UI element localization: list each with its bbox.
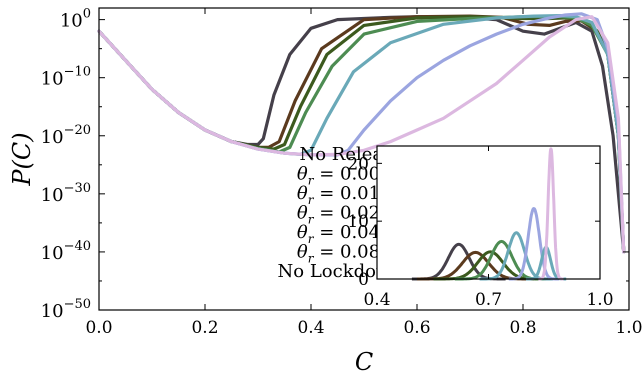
y-tick-label: 10−20 xyxy=(41,123,91,148)
y-tick-label: 10−30 xyxy=(41,181,91,206)
y-tick-label: 10−10 xyxy=(41,65,91,90)
y-tick-label: 100 xyxy=(60,7,91,32)
series-line-7 xyxy=(97,15,626,254)
x-tick-label: 0.2 xyxy=(191,318,218,338)
x-tick-label: 0.0 xyxy=(85,318,112,338)
x-axis-label: C xyxy=(355,348,373,376)
inset-y-tick-label: 20 xyxy=(347,154,369,174)
inset-chart: 0.4 0.7 1.0 0 10 20 xyxy=(347,145,614,310)
inset-y-tick-label: 10 xyxy=(347,212,369,232)
inset-series-line-8 xyxy=(537,147,565,281)
inset-x-tick-label: 1.0 xyxy=(586,290,613,310)
x-tick-label: 0.6 xyxy=(403,318,430,338)
inset-series-line-6 xyxy=(507,207,560,281)
y-tick-label: 10−40 xyxy=(41,239,91,264)
legend-label: No Lockdown xyxy=(278,261,404,282)
main-x-ticks: 0.0 0.2 0.4 0.6 0.8 1.0 xyxy=(85,8,642,338)
inset-y-tick-label: 0 xyxy=(358,270,369,290)
y-tick-label: 10−50 xyxy=(41,297,91,322)
inset-x-tick-label: 0.4 xyxy=(363,290,390,310)
inset-x-tick-label: 0.7 xyxy=(475,290,502,310)
main-curves xyxy=(97,12,626,254)
x-tick-label: 0.8 xyxy=(509,318,536,338)
inset-background xyxy=(377,146,600,279)
main-plot-frame xyxy=(98,7,630,311)
inset-x-ticks: 0.4 0.7 1.0 xyxy=(363,146,614,310)
y-axis-label: P(C) xyxy=(8,132,36,186)
x-tick-label: 0.4 xyxy=(297,318,324,338)
x-tick-label: 1.0 xyxy=(615,318,642,338)
inset-y-ticks: 0 10 20 xyxy=(347,154,600,290)
